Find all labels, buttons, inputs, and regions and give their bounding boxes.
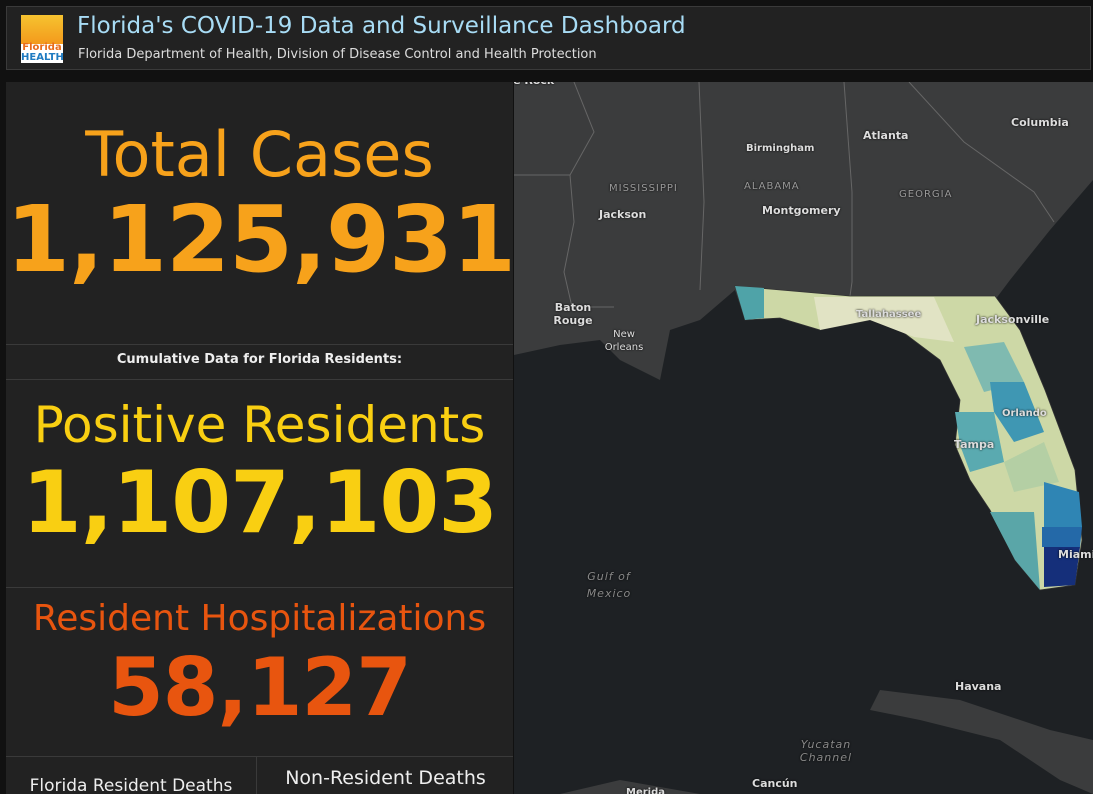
subtitle: Florida Department of Health, Division o…	[78, 47, 597, 62]
non-resident-deaths-label: Non-Resident Deaths	[285, 767, 486, 789]
county	[955, 412, 1004, 472]
map-label: Atlanta	[863, 129, 909, 142]
county	[1044, 547, 1080, 587]
map-label: Merida	[626, 787, 665, 794]
resident-deaths-label: Florida Resident Deaths	[6, 757, 257, 794]
map-label: Yucatan Channel	[799, 738, 853, 764]
map-shapes	[514, 82, 1093, 794]
county	[814, 297, 954, 342]
county	[990, 382, 1044, 442]
map-label: Montgomery	[762, 204, 841, 217]
map-label: Orlando	[1002, 408, 1047, 419]
map-label: Birmingham	[746, 143, 815, 154]
caption: Cumulative Data for Florida Residents:	[6, 345, 513, 380]
county	[1042, 527, 1082, 547]
stat-label: Positive Residents	[33, 396, 486, 454]
county	[1044, 482, 1082, 527]
hospitalizations: Resident Hospitalizations 58,127	[6, 588, 513, 757]
map-label: Gulf of Mexico	[586, 570, 632, 600]
island	[870, 690, 1093, 794]
logo-text: HEALTH	[21, 52, 64, 63]
map-label: Little Rock	[514, 82, 554, 87]
map-label: Jacksonville	[976, 313, 1050, 326]
map-label: Tampa	[954, 438, 995, 451]
logo: Florida HEALTH	[21, 15, 64, 63]
map-label: Cancún	[752, 777, 798, 790]
land	[514, 82, 1093, 590]
county	[735, 286, 764, 320]
county	[990, 512, 1040, 590]
positive-residents: Positive Residents 1,107,103	[6, 380, 513, 588]
county	[1004, 442, 1059, 492]
stat-value: 1,107,103	[21, 453, 498, 553]
map-label: Tallahassee	[856, 309, 922, 320]
total-cases: Total Cases 1,125,931	[6, 82, 513, 345]
header: Florida HEALTH Florida's COVID-19 Data a…	[6, 6, 1091, 70]
stat-label: Total Cases	[85, 118, 434, 191]
land	[560, 780, 700, 794]
stat-label: Resident Hospitalizations	[32, 598, 487, 639]
map-label: MISSISSIPPI	[609, 183, 678, 194]
map-label: Havana	[955, 680, 1002, 693]
map-label: Miami	[1058, 548, 1093, 561]
map: Little Rock Birmingham Atlanta Columbia …	[514, 82, 1093, 794]
stats-panel: Total Cases 1,125,931 Cumulative Data fo…	[6, 82, 513, 794]
logo-text: Florida	[22, 42, 62, 53]
map-label: ALABAMA	[744, 181, 800, 192]
stat-value: 58,127	[108, 641, 412, 734]
map-label: New Orleans	[604, 329, 644, 353]
map-label: Columbia	[1011, 116, 1069, 129]
map-label: GEORGIA	[899, 189, 953, 200]
stat-value: 1,125,931	[6, 186, 513, 293]
title: Florida's COVID-19 Data and Surveillance…	[77, 13, 686, 39]
map-label: Baton Rouge	[553, 301, 593, 327]
county	[964, 342, 1024, 392]
map-label: Jackson	[599, 208, 647, 221]
